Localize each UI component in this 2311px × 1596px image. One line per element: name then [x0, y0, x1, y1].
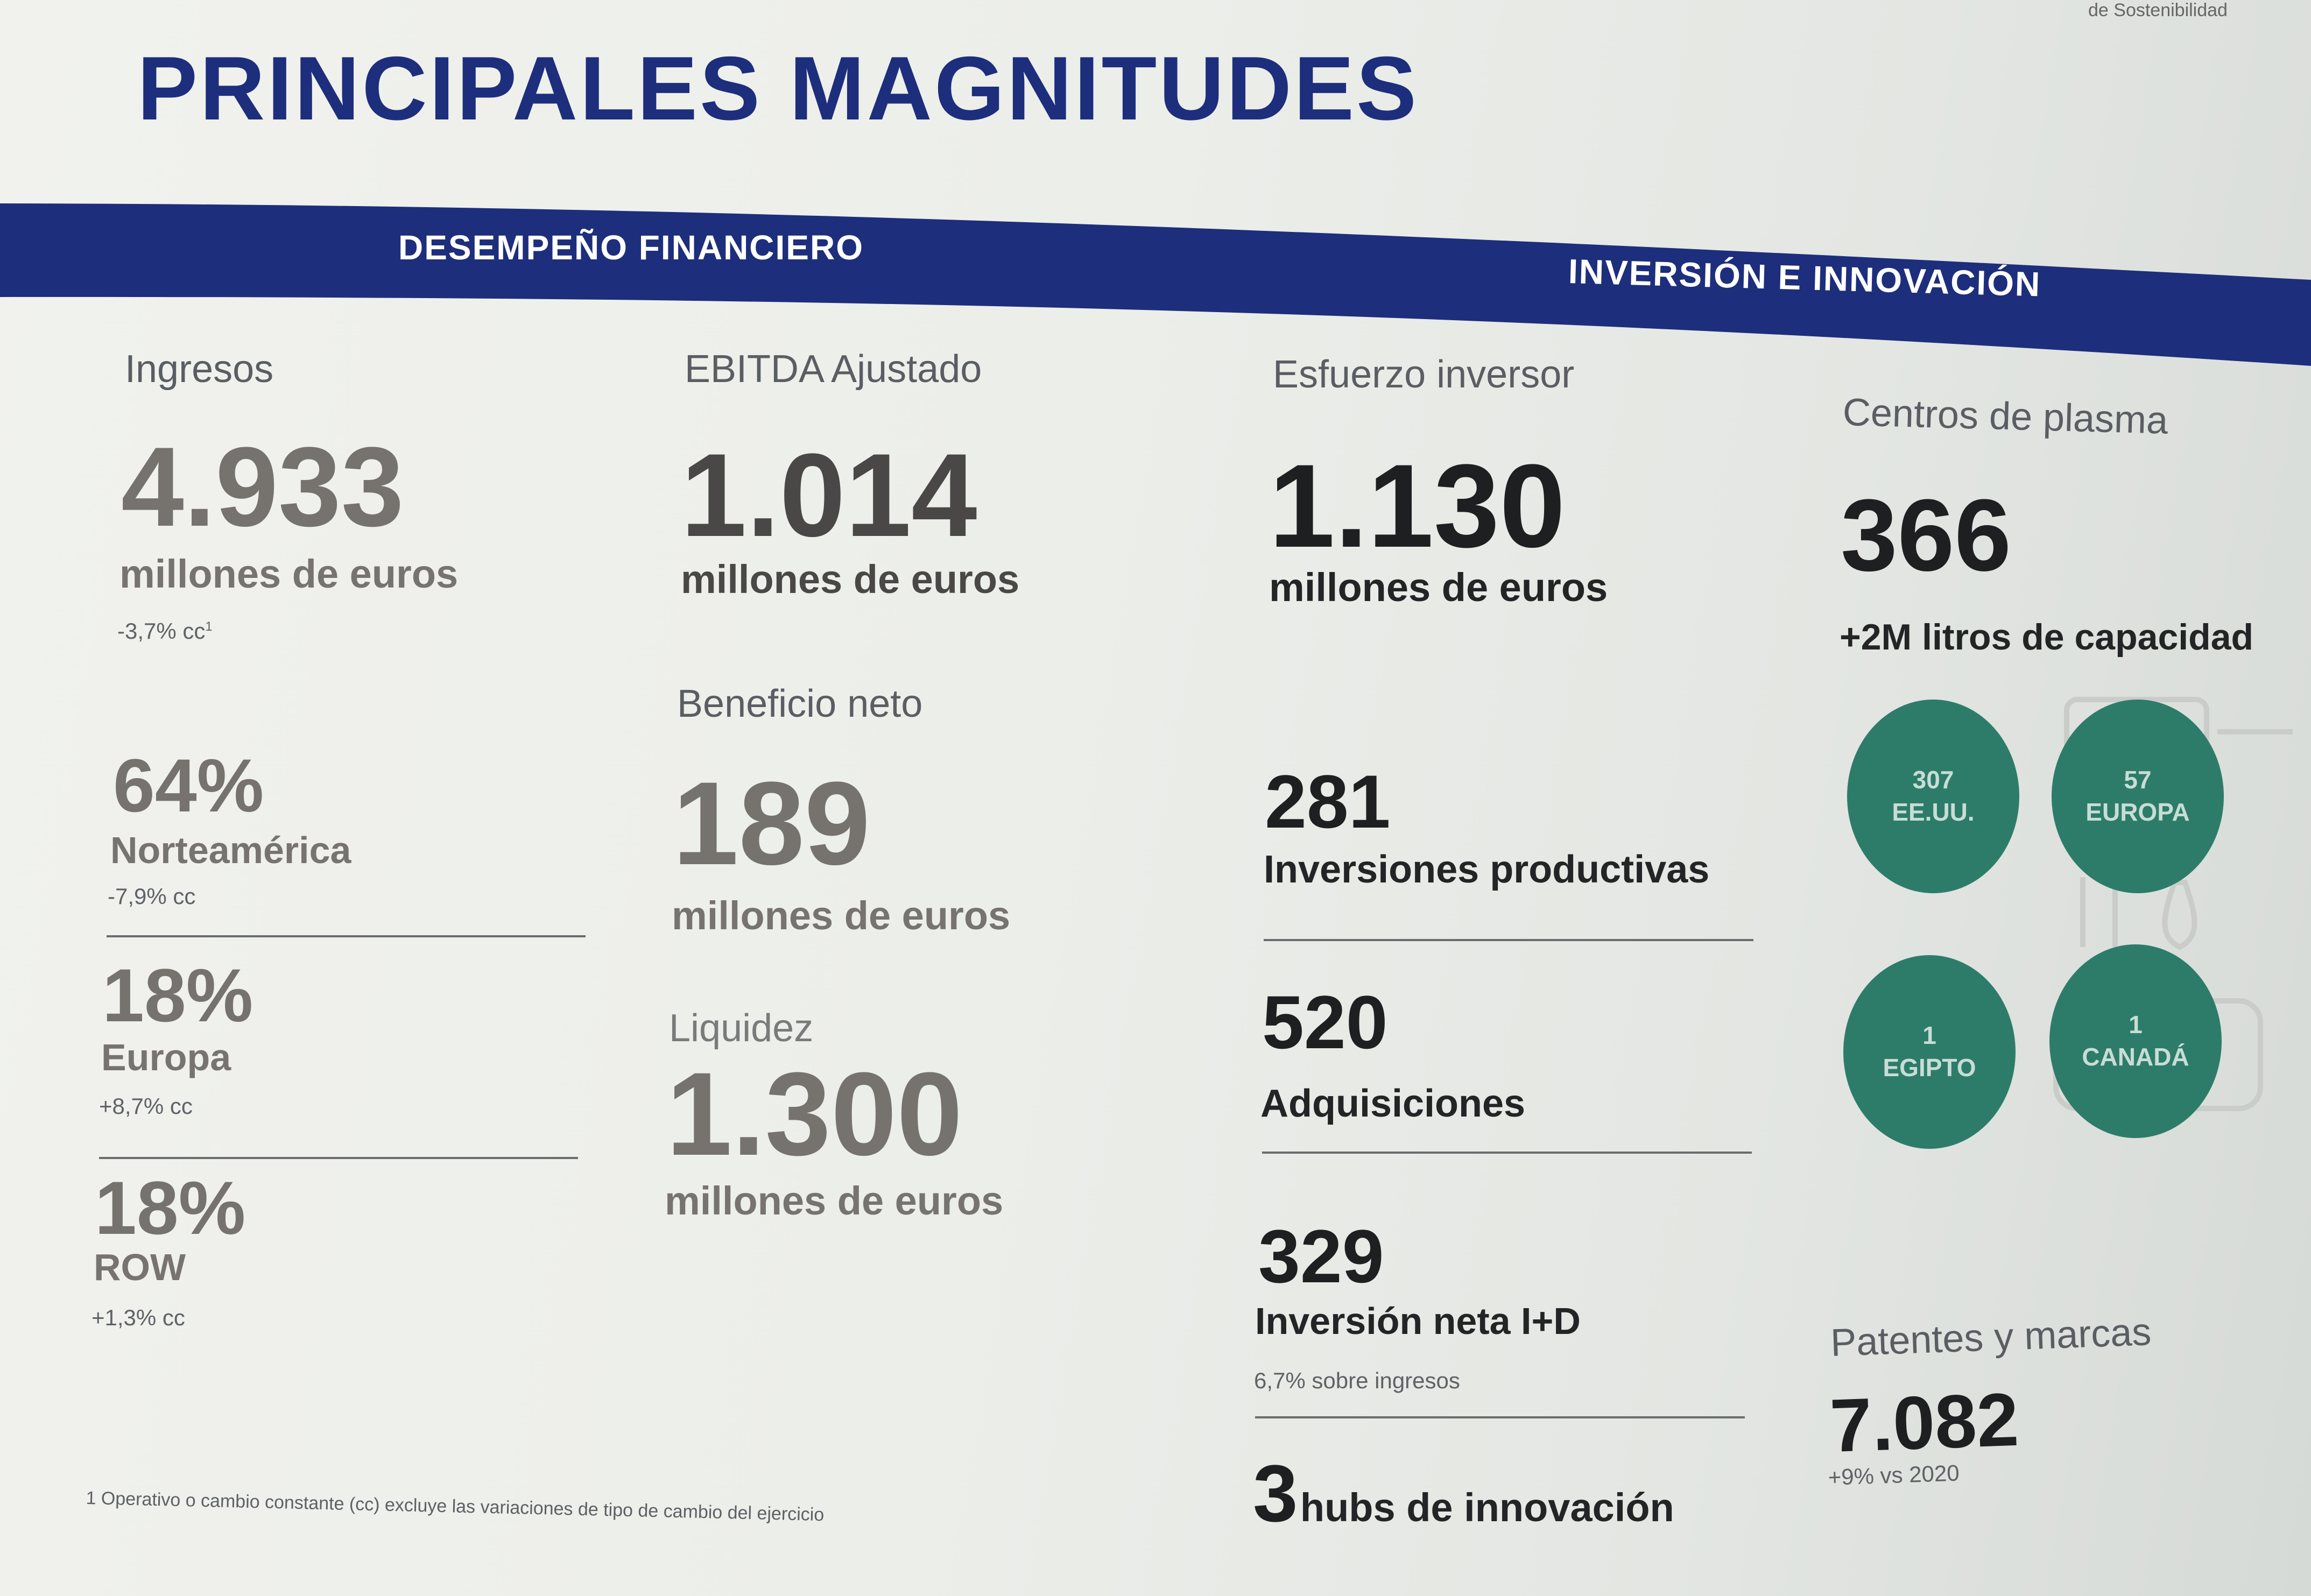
- plasma-circle-egipto: 1 EGIPTO: [1843, 955, 2016, 1149]
- plasma-region-canada: CANADÁ: [2082, 1043, 2189, 1071]
- beneficio-label: Beneficio neto: [677, 682, 923, 725]
- plasma-region-europa: EUROPA: [2085, 798, 2190, 826]
- hubs-line: 3 hubs de innovación: [1253, 1453, 1674, 1534]
- divider-line: [107, 935, 586, 937]
- region-name-row: ROW: [94, 1246, 186, 1288]
- inversion-id-label: Inversión neta I+D: [1255, 1300, 1581, 1342]
- ingresos-unit: millones de euros: [119, 552, 459, 596]
- divider-line: [1264, 939, 1753, 941]
- ingresos-value: 4.933: [121, 423, 404, 550]
- plasma-circle-europa: 57 EUROPA: [2052, 700, 2224, 893]
- esfuerzo-value: 1.130: [1269, 440, 1566, 572]
- region-pct-europa: 18%: [102, 953, 253, 1037]
- centros-value: 366: [1841, 478, 2012, 592]
- adquisiciones-label: Adquisiciones: [1260, 1082, 1526, 1125]
- inversion-id-value: 329: [1258, 1214, 1384, 1298]
- beneficio-unit: millones de euros: [672, 893, 1011, 938]
- ebitda-label: EBITDA Ajustado: [685, 348, 982, 391]
- region-change-row: +1,3% cc: [91, 1305, 185, 1330]
- region-pct-norteamerica: 64%: [113, 743, 264, 828]
- page-title: PRINCIPALES MAGNITUDES: [137, 38, 1419, 139]
- ebitda-value: 1.014: [681, 429, 977, 561]
- hubs-value: 3: [1253, 1448, 1298, 1538]
- plasma-count-egipto: 1: [1922, 1021, 1936, 1050]
- region-name-europa: Europa: [101, 1036, 231, 1078]
- centros-label: Centros de plasma: [1842, 391, 2169, 442]
- ingresos-label: Ingresos: [125, 348, 274, 391]
- patentes-label: Patentes y marcas: [1829, 1310, 2152, 1365]
- liquidez-unit: millones de euros: [665, 1178, 1004, 1223]
- plasma-region-eeuu: EE.UU.: [1892, 798, 1975, 826]
- divider-line: [1262, 1152, 1752, 1154]
- liquidez-label: Liquidez: [669, 1007, 814, 1050]
- liquidez-value: 1.300: [666, 1048, 963, 1180]
- region-change-norteamerica: -7,9% cc: [108, 884, 196, 909]
- region-name-norteamerica: Norteamérica: [110, 829, 351, 871]
- plasma-circle-canada: 1 CANADÁ: [2049, 944, 2222, 1138]
- section-banner: [0, 203, 2311, 366]
- inversiones-productivas-value: 281: [1265, 759, 1391, 844]
- banner-label-desempeno: DESEMPEÑO FINANCIERO: [398, 228, 864, 267]
- adquisiciones-value: 520: [1262, 980, 1388, 1064]
- patentes-change: +9% vs 2020: [1827, 1460, 1960, 1490]
- plasma-count-eeuu: 307: [1912, 766, 1954, 794]
- ebitda-unit: millones de euros: [681, 557, 1020, 602]
- beneficio-value: 189: [673, 757, 871, 889]
- plasma-count-canada: 1: [2129, 1011, 2143, 1039]
- inversion-id-note: 6,7% sobre ingresos: [1254, 1368, 1460, 1393]
- ingresos-change-text: -3,7% cc: [117, 618, 206, 644]
- ingresos-footnote-mark: 1: [205, 619, 213, 634]
- ingresos-change: -3,7% cc1: [117, 620, 213, 642]
- region-pct-row: 18%: [95, 1166, 246, 1250]
- plasma-count-europa: 57: [2124, 766, 2152, 794]
- plasma-circle-eeuu: 307 EE.UU.: [1847, 700, 2019, 893]
- divider-line: [99, 1157, 578, 1159]
- footnote: 1 Operativo o cambio constante (cc) excl…: [86, 1488, 825, 1526]
- centros-sub: +2M litros de capacidad: [1840, 617, 2254, 658]
- plasma-region-egipto: EGIPTO: [1883, 1054, 1976, 1082]
- inversiones-productivas-label: Inversiones productivas: [1264, 848, 1710, 891]
- esfuerzo-label: Esfuerzo inversor: [1273, 353, 1575, 396]
- patentes-value: 7.082: [1828, 1376, 2020, 1468]
- esfuerzo-unit: millones de euros: [1269, 565, 1608, 610]
- region-change-europa: +8,7% cc: [99, 1093, 193, 1119]
- corner-text: de Sostenibilidad: [2088, 0, 2228, 20]
- hubs-label: hubs de innovación: [1300, 1485, 1674, 1530]
- divider-line: [1255, 1416, 1745, 1418]
